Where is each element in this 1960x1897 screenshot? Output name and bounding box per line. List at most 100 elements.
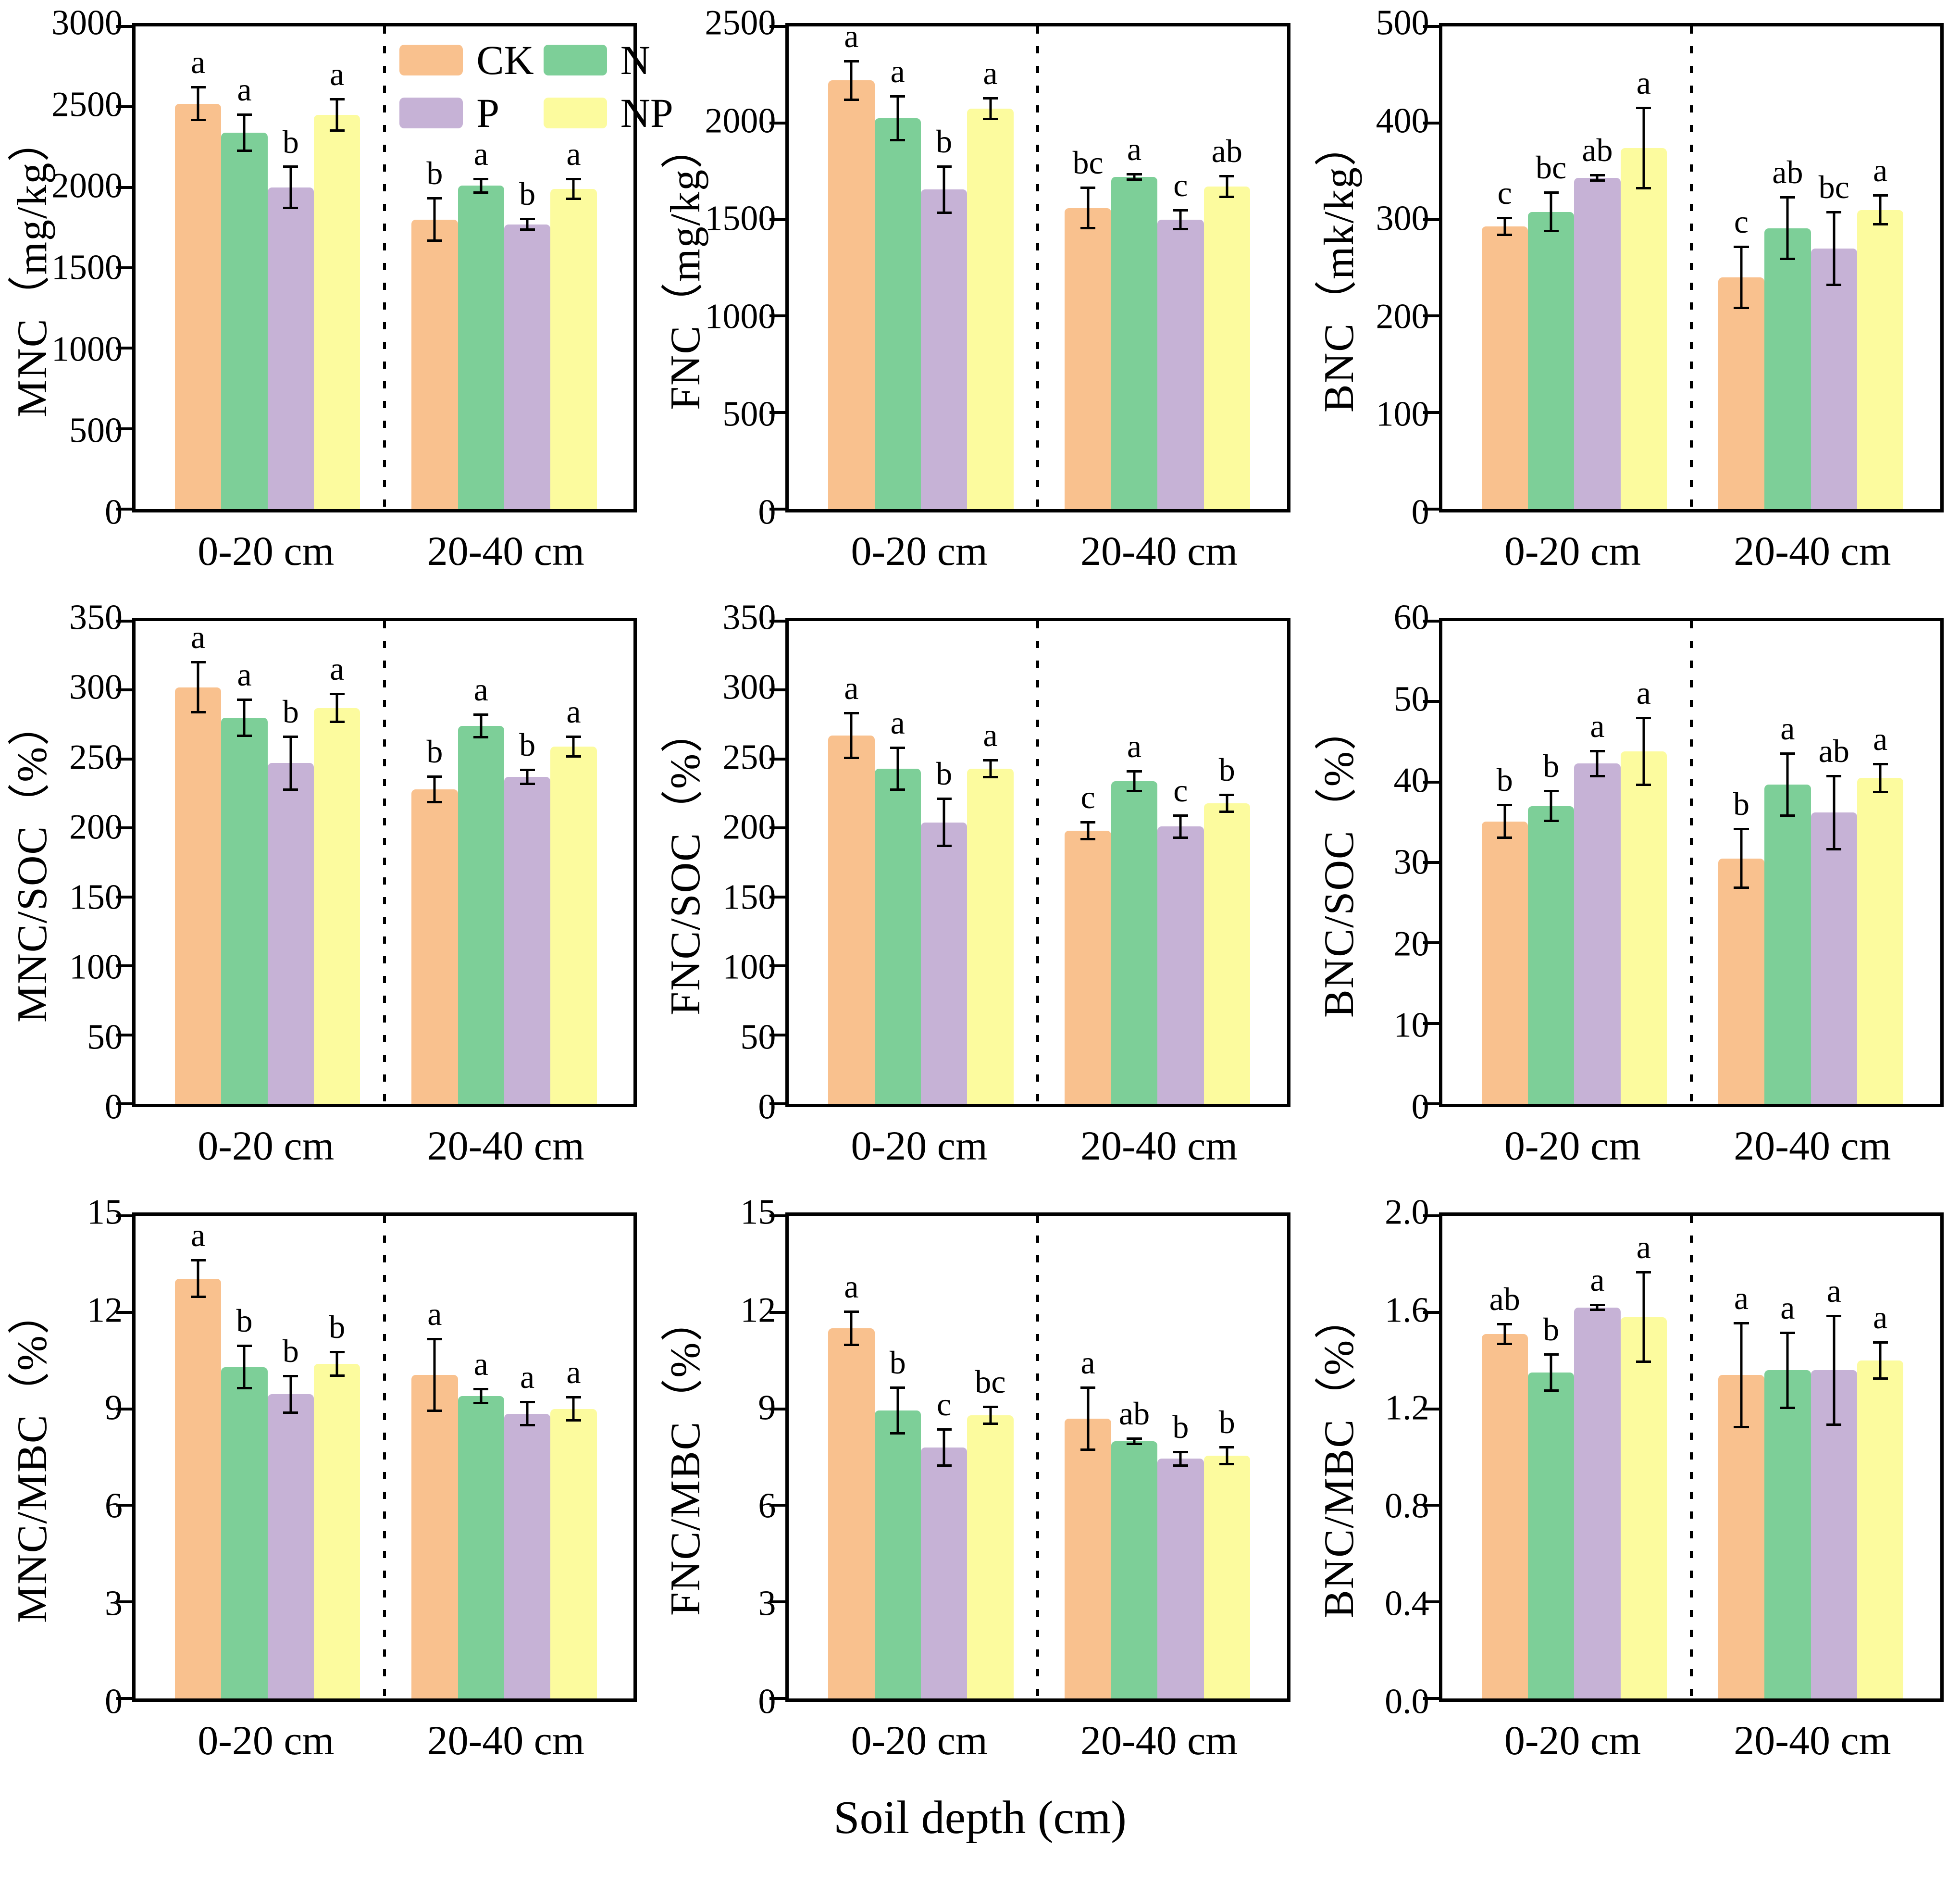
bar-p-0-20cm <box>267 187 314 509</box>
y-tick-mark <box>1423 941 1439 945</box>
legend-label-p: P <box>476 90 500 136</box>
sig-letter: c <box>1080 778 1095 815</box>
error-bar-line <box>572 736 575 758</box>
error-bar-cap-top <box>283 736 298 738</box>
sig-letter: ab <box>1211 133 1242 170</box>
error-bar <box>427 775 442 803</box>
y-axis-label: FNC/MBC（%） <box>662 1298 709 1616</box>
y-tick-mark <box>116 757 132 761</box>
error-bar-cap-bottom <box>1873 223 1888 225</box>
error-bar-line <box>1550 1353 1552 1392</box>
error-bar-line <box>850 712 853 759</box>
bar-n-0-20cm <box>1527 806 1575 1104</box>
y-tick-mark <box>1423 1600 1439 1604</box>
y-tick-label: 350 <box>69 598 123 637</box>
error-bar <box>1734 245 1749 310</box>
y-tick-label: 200 <box>69 807 123 847</box>
error-bar-line <box>1226 1446 1228 1465</box>
error-bar <box>936 1428 952 1467</box>
legend-swatch-n <box>543 45 607 75</box>
error-bar-cap-top <box>283 165 298 168</box>
bar-ck-20-40cm <box>1718 277 1765 509</box>
sig-letter: a <box>890 704 905 741</box>
error-bar-line <box>572 1396 575 1422</box>
error-bar-cap-top <box>1219 1446 1235 1448</box>
error-bar-line <box>480 713 483 738</box>
error-bar-line <box>1786 752 1789 817</box>
error-bar-cap-bottom <box>936 211 952 214</box>
bar-n-20-40cm <box>1764 228 1811 509</box>
x-tick-labels: 0-20 cm 20-40 cm <box>132 1702 637 1781</box>
error-bar-cap-top <box>190 86 206 88</box>
y-tick-mark <box>116 826 132 830</box>
y-tick-label: 100 <box>722 947 776 987</box>
bar-n-0-20cm <box>1527 1373 1575 1698</box>
y-tick-label: 100 <box>69 947 123 987</box>
error-bar-cap-top <box>329 1351 345 1354</box>
error-bar-cap-top <box>982 759 998 761</box>
error-bar-cap-bottom <box>1734 307 1749 310</box>
legend-swatch-p <box>399 98 463 128</box>
bar-p-0-20cm <box>267 763 314 1104</box>
y-tick-mark <box>1423 1022 1439 1025</box>
error-bar-cap-top <box>1589 749 1605 752</box>
error-bar <box>283 736 298 791</box>
y-tick-label: 0 <box>105 1682 123 1722</box>
bar-p-20-40cm <box>504 777 551 1104</box>
y-tick-label: 1000 <box>51 329 123 369</box>
error-bar <box>1873 194 1888 225</box>
sig-letter: b <box>1218 751 1235 788</box>
error-bar-cap-bottom <box>1127 1442 1142 1445</box>
sig-letter: c <box>1173 772 1188 809</box>
error-bar-cap-top <box>1734 828 1749 831</box>
y-tick-label: 0 <box>105 1087 123 1127</box>
y-tick-mark <box>769 314 786 318</box>
y-tick-labels: 0 3 6 9 12 15 <box>713 1193 785 1722</box>
bar-np-0-20cm <box>1620 1317 1667 1698</box>
bar-p-20-40cm <box>1157 1459 1204 1698</box>
sig-letter: a <box>473 671 488 708</box>
sig-letter: a <box>1780 710 1795 747</box>
error-bar-line <box>943 798 945 848</box>
x-tick-label: 0-20 cm <box>1504 528 1641 574</box>
bar-ck-0-20cm <box>174 103 222 509</box>
error-bar-cap-bottom <box>236 150 252 152</box>
chart-fnc_mbc: FNC/MBC（%） 0 3 6 9 12 15 a a b ab c b bc b 0-20 cm 20-40… <box>653 1189 1306 1784</box>
sig-letter: a <box>890 52 905 89</box>
depth-divider-line <box>1036 1216 1040 1698</box>
error-bar-line <box>526 218 529 231</box>
error-bar-cap-top <box>1543 1353 1559 1356</box>
error-bar-cap-bottom <box>427 800 442 803</box>
sig-letter: b <box>1496 761 1513 798</box>
bar-np-20-40cm <box>1203 1455 1250 1698</box>
error-bar-line <box>1596 749 1599 777</box>
y-tick-label: 12 <box>740 1290 776 1330</box>
sig-letter: a <box>1826 1272 1841 1309</box>
y-tick-mark <box>116 347 132 350</box>
bar-n-0-20cm <box>1527 212 1575 509</box>
error-bar <box>890 95 906 141</box>
legend-label-n: N <box>620 37 650 83</box>
error-bar-cap-bottom <box>1826 1423 1842 1426</box>
sig-letter: b <box>1543 1311 1560 1348</box>
error-bar-cap-top <box>1080 821 1096 824</box>
sig-letter: ab <box>1772 154 1803 191</box>
error-bar-cap-top <box>473 713 489 716</box>
bar-ck-20-40cm <box>1065 208 1111 509</box>
bar-p-0-20cm <box>267 1394 314 1698</box>
error-bar <box>473 1388 489 1404</box>
error-bar-cap-bottom <box>1873 1377 1888 1380</box>
sig-letter: b <box>282 693 299 730</box>
error-bar-cap-bottom <box>1173 227 1188 230</box>
plot-area: ab a b a a a a a <box>1423 1212 1944 1702</box>
y-tick-mark <box>116 1033 132 1036</box>
y-tick-mark <box>1423 620 1439 623</box>
depth-divider-line <box>1689 26 1693 509</box>
x-tick-label: 0-20 cm <box>1504 1717 1641 1763</box>
x-tick-label: 0-20 cm <box>198 528 335 574</box>
x-tick-label: 20-40 cm <box>1080 1717 1238 1763</box>
error-bar <box>1543 790 1559 823</box>
y-tick-label: 250 <box>722 737 776 777</box>
error-bar-line <box>1833 1314 1836 1426</box>
y-tick-mark <box>1423 1697 1439 1700</box>
